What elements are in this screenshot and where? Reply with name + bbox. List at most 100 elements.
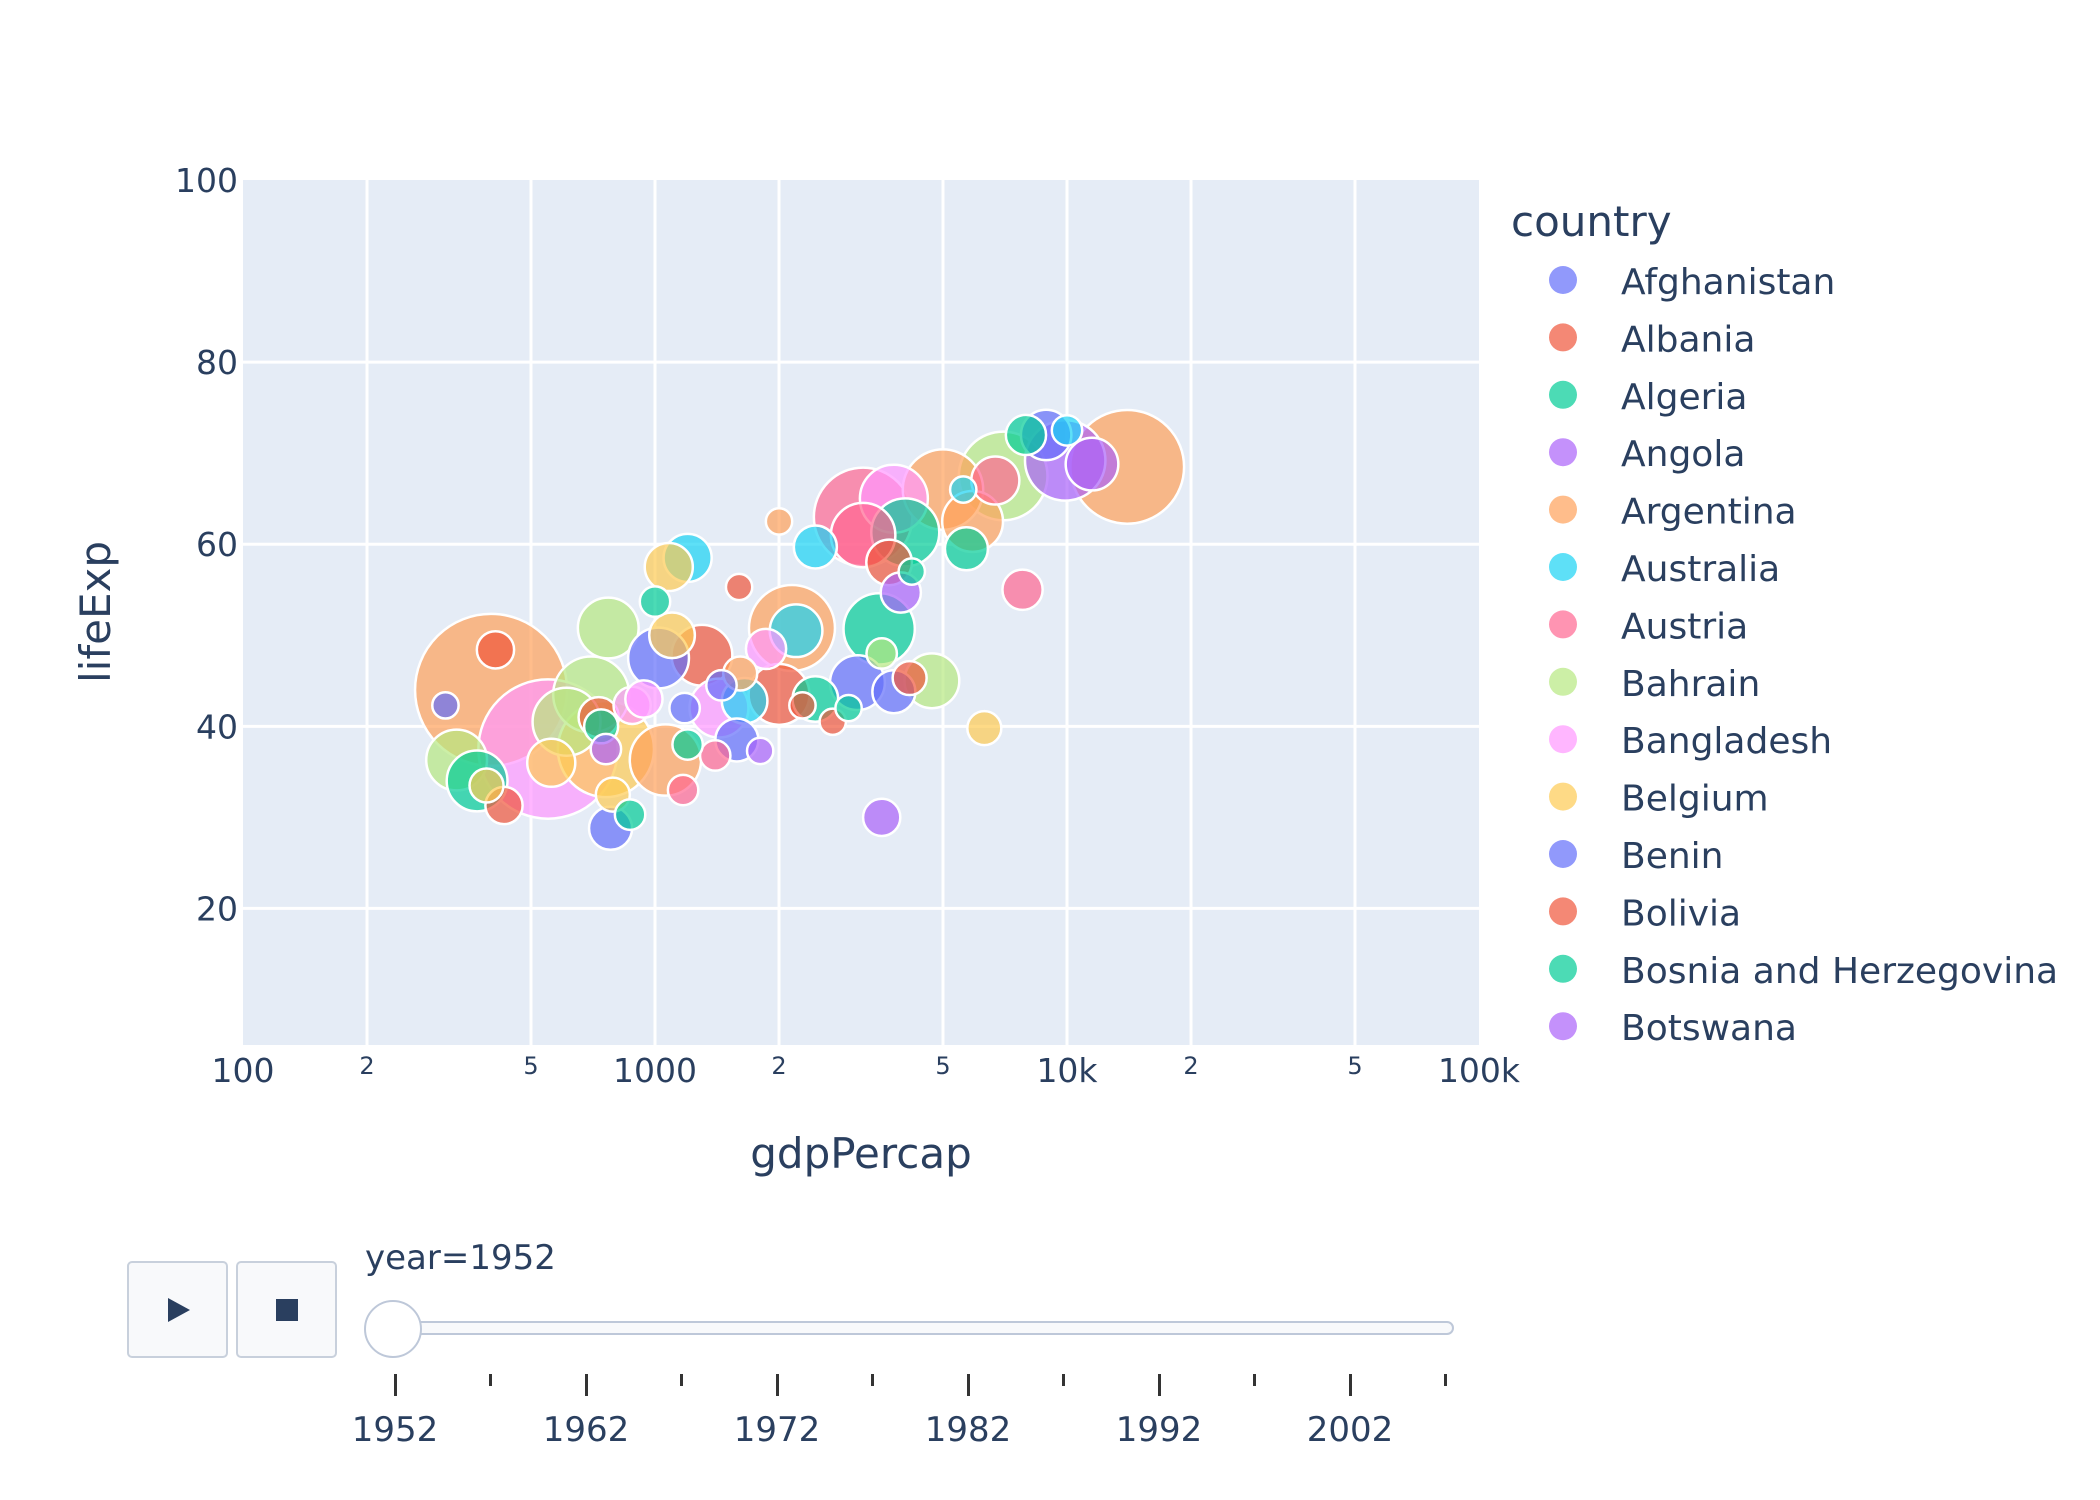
slider-major-tick bbox=[393, 1374, 397, 1396]
legend-marker bbox=[1549, 323, 1577, 352]
data-point bbox=[638, 585, 672, 619]
legend-label: Botswana bbox=[1621, 1008, 1797, 1049]
legend-label: Argentina bbox=[1621, 492, 1797, 533]
data-point bbox=[948, 475, 978, 504]
slider-year-label: 1982 bbox=[924, 1410, 1012, 1450]
data-point bbox=[861, 797, 902, 838]
slider-minor-tick bbox=[680, 1374, 683, 1386]
data-point bbox=[431, 690, 460, 720]
slider-minor-tick bbox=[489, 1374, 492, 1386]
slider-minor-tick bbox=[871, 1374, 874, 1386]
x-tick-label: 1000 bbox=[613, 1051, 697, 1090]
legend-marker bbox=[1549, 725, 1577, 754]
data-point bbox=[1050, 413, 1084, 447]
data-point bbox=[792, 524, 839, 570]
legend-title: country bbox=[1511, 197, 1672, 246]
data-point bbox=[788, 690, 817, 720]
data-point bbox=[891, 659, 928, 697]
slider-major-tick bbox=[775, 1374, 779, 1396]
legend-marker bbox=[1549, 782, 1577, 811]
x-minor-tick-label: 2 bbox=[1183, 1052, 1198, 1080]
legend-marker bbox=[1549, 954, 1577, 983]
data-point bbox=[744, 627, 788, 671]
x-minor-tick-label: 2 bbox=[359, 1052, 374, 1080]
legend-label: Bosnia and Herzegovina bbox=[1621, 951, 2058, 992]
data-point bbox=[705, 668, 738, 702]
slider-major-tick bbox=[1157, 1374, 1161, 1396]
legend-label: Bahrain bbox=[1621, 664, 1760, 705]
data-point bbox=[943, 526, 990, 572]
legend-marker bbox=[1549, 1012, 1577, 1041]
play-icon bbox=[167, 1297, 190, 1322]
data-point bbox=[745, 736, 775, 766]
slider-year-label: 1952 bbox=[351, 1410, 439, 1450]
legend-marker bbox=[1549, 897, 1577, 926]
slider-year-label: 1972 bbox=[733, 1410, 821, 1450]
data-point bbox=[764, 507, 794, 536]
legend-label: Bolivia bbox=[1621, 893, 1741, 934]
data-point bbox=[698, 739, 732, 772]
slider-minor-tick bbox=[1062, 1374, 1065, 1386]
slider-minor-tick bbox=[1444, 1374, 1447, 1386]
x-minor-tick-label: 2 bbox=[771, 1052, 786, 1080]
legend-label: Benin bbox=[1621, 836, 1723, 877]
y-tick-label: 80 bbox=[196, 343, 238, 382]
data-point bbox=[666, 773, 700, 807]
legend-label: Belgium bbox=[1621, 779, 1769, 820]
legend-marker bbox=[1549, 438, 1577, 467]
legend-label: Albania bbox=[1621, 319, 1755, 360]
play-button[interactable] bbox=[127, 1261, 228, 1358]
data-point bbox=[1001, 568, 1044, 612]
data-point bbox=[475, 629, 516, 670]
data-point bbox=[643, 541, 695, 593]
y-tick-label: 40 bbox=[196, 707, 238, 746]
legend-marker bbox=[1549, 553, 1577, 581]
slider-major-tick bbox=[1348, 1374, 1352, 1396]
data-point bbox=[1004, 413, 1048, 457]
data-point bbox=[613, 798, 647, 832]
legend-marker bbox=[1549, 495, 1577, 524]
data-point bbox=[668, 691, 702, 725]
data-point bbox=[970, 455, 1021, 506]
legend-label: Algeria bbox=[1621, 377, 1748, 418]
y-tick-label: 20 bbox=[196, 889, 238, 928]
stop-icon bbox=[275, 1298, 298, 1321]
legend-marker bbox=[1549, 667, 1577, 696]
stop-button[interactable] bbox=[236, 1261, 337, 1358]
data-point bbox=[834, 693, 863, 723]
x-tick-label: 10k bbox=[1036, 1051, 1098, 1090]
data-points bbox=[413, 408, 1186, 852]
slider-handle[interactable] bbox=[364, 1300, 422, 1358]
data-point bbox=[671, 728, 705, 761]
y-tick-labels: 20 40 60 80 100 bbox=[175, 161, 238, 928]
legend-marker bbox=[1549, 380, 1577, 409]
slider-major-tick bbox=[966, 1374, 970, 1396]
x-tick-label: 100 bbox=[212, 1051, 275, 1090]
data-point bbox=[589, 732, 623, 766]
data-point bbox=[724, 572, 754, 602]
legend-marker bbox=[1549, 266, 1577, 294]
legend-label: Bangladesh bbox=[1621, 721, 1832, 762]
data-point bbox=[576, 596, 640, 660]
x-minor-tick-label: 5 bbox=[935, 1052, 950, 1080]
data-point bbox=[966, 709, 1003, 747]
data-point bbox=[468, 767, 505, 804]
legend-label: Australia bbox=[1621, 549, 1780, 590]
data-point bbox=[624, 679, 664, 719]
legend-marker bbox=[1549, 840, 1577, 868]
slider-current-value: year=1952 bbox=[365, 1238, 556, 1278]
slider-year-label: 1962 bbox=[542, 1410, 630, 1450]
slider-major-tick bbox=[584, 1374, 588, 1396]
x-tick-labels: 100 1000 10k 100k 2 5 2 5 2 5 bbox=[212, 1051, 1521, 1090]
data-point bbox=[865, 637, 899, 670]
x-minor-tick-label: 5 bbox=[523, 1052, 538, 1080]
legend-marker bbox=[1549, 610, 1577, 639]
data-point bbox=[897, 557, 927, 586]
legend: Afghanistan Albania Algeria Angola Argentina… bbox=[1549, 262, 2058, 1049]
slider-track[interactable] bbox=[370, 1321, 1454, 1335]
slider-minor-tick bbox=[1253, 1374, 1256, 1386]
legend-label: Angola bbox=[1621, 434, 1745, 475]
slider-year-label: 2002 bbox=[1306, 1410, 1394, 1450]
y-axis-title: lifeExp bbox=[71, 541, 120, 683]
